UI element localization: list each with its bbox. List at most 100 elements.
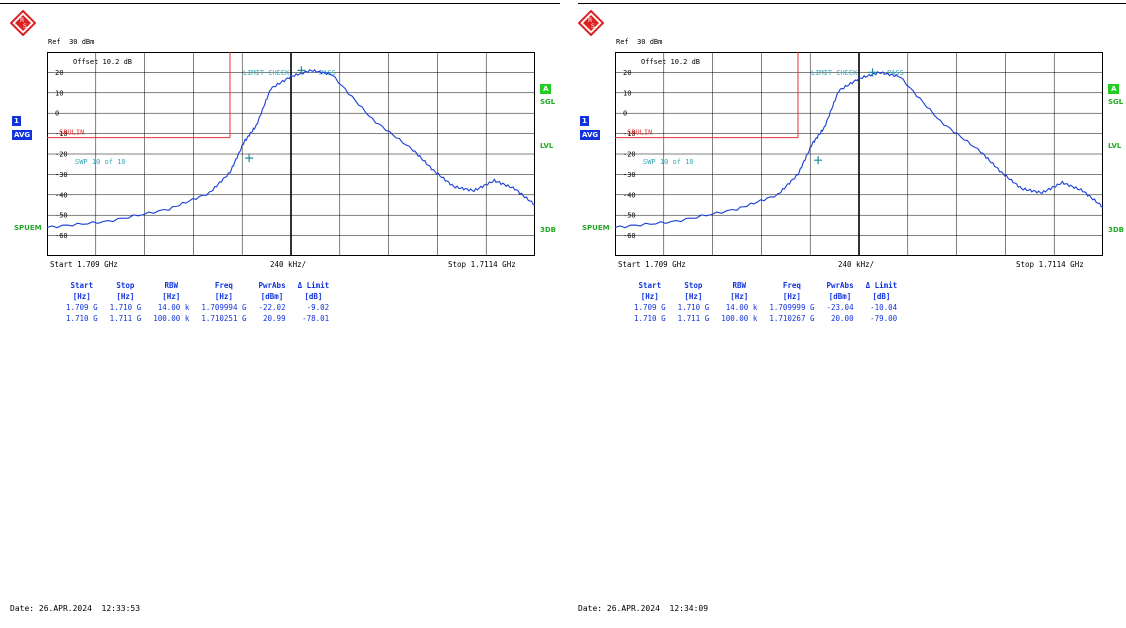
table-cell: 1.710 G [634,314,666,323]
table-cell: -79.00 [870,314,898,323]
y-tick-label: -60 [623,232,636,240]
y-tick-label: -40 [623,191,636,199]
y-tick-label: -50 [55,212,68,220]
trace-mode-badge: AVG [580,130,601,140]
spectrum-plot: 20 10 0 -10 -20 -30 -40 -50 -60 Offset 10.2 dB SPU… [615,52,1103,256]
table-row: 1.710 G 1.711 G 100.00 k 1.710251 G 20.99 -78… [60,313,335,324]
table-cell: 1.710251 G [201,314,247,323]
table-cell: 1.710 G [677,303,710,312]
table-header-unit: [Hz] [730,292,749,301]
table-cell: 1.709999 G [769,303,815,312]
sgl-label: SGL [540,98,556,106]
start-freq-label: Start 1.709 GHz [618,260,686,269]
table-header: Stop [116,281,135,290]
limit-check-label: LIMIT CHECK [811,69,858,77]
table-header-unit: [dB] [872,292,891,301]
table-cell: -78.01 [302,314,330,323]
y-tick-label: -10 [55,130,68,138]
table-cell: 14.00 k [157,303,190,312]
table-header-unit: [dB] [304,292,323,301]
mode-label: SPUEM [14,224,42,232]
date-stamp: Date: 26.APR.2024 12:34:09 [578,604,709,613]
trace-a-badge: A [1108,84,1120,94]
table-cell: -22.02 [258,303,286,312]
spectrum-svg: 20 10 0 -10 -20 -30 -40 -50 -60 Offset 10.2 dB SPU… [615,52,1103,256]
table-cell: 1.711 G [677,314,710,323]
svg-text:S: S [23,23,27,30]
y-tick-label: 10 [55,89,63,97]
table-cell: 1.709994 G [201,303,247,312]
stop-freq-label: Stop 1.7114 GHz [1016,260,1084,269]
table-header-unit: [dBm] [828,292,852,301]
y-tick-label: -50 [623,212,636,220]
span-label: 240 kHz/ [838,260,875,269]
trace-a-badge: A [540,84,552,94]
y-tick-label: -40 [55,191,68,199]
lvl-label: LVL [1108,142,1122,150]
table-cell: 1.711 G [109,314,142,323]
y-tick-label: -60 [55,232,68,240]
table-header: Start [70,281,94,290]
table-cell: 100.00 k [153,314,190,323]
spectrum-plot: 20 10 0 -10 -20 -30 -40 -50 -60 Offset 10.2 dB SPU… [47,52,535,256]
marker-2 [297,66,306,75]
table-cell: 1.709 G [634,303,666,312]
trace-mode-badge: AVG [12,130,33,140]
trace-number-badge: 1 [580,116,589,126]
table-cell: 20.99 [263,314,286,323]
3db-label: 3DB [1108,226,1125,234]
table-cell: 100.00 k [721,314,758,323]
limit-line-label: SPULIN [59,129,84,137]
table-header: Δ Limit [865,281,898,290]
table-header: PwrAbs [826,281,854,290]
spectrum-panel-left: R S Ref 30 dBm 20 10 0 -10 -20 -30 -40 -50 -60 Offse… [0,0,560,628]
table-header-unit: [dBm] [260,292,284,301]
mode-label: SPUEM [582,224,610,232]
marker-1 [814,156,823,165]
sgl-label: SGL [1108,98,1124,106]
marker-2 [868,68,877,77]
y-tick-label: 10 [623,89,631,97]
3db-label: 3DB [540,226,557,234]
y-tick-label: -20 [55,151,68,159]
trace-number-badge: 1 [12,116,21,126]
limit-check-result: PASS [887,69,904,77]
y-tick-label: -10 [623,130,636,138]
rs-logo-icon: RS [10,10,36,36]
svg-text:S: S [591,23,595,30]
table-header: Δ Limit [297,281,330,290]
table-header: Start [638,281,662,290]
spectrum-panel-right: R S Ref 30 dBm 20 10 0 -10 -20 -30 -40 -50 -60 Offse… [568,0,1126,628]
results-table: Start Stop RBW Freq PwrAbs Δ Limit [Hz] [Hz] [Hz… [60,280,335,324]
table-header: Freq [782,281,801,290]
start-freq-label: Start 1.709 GHz [50,260,118,269]
table-header: Freq [214,281,233,290]
table-cell: 20.00 [831,314,854,323]
table-cell: -10.04 [870,303,898,312]
y-tick-label: -30 [55,171,68,179]
stop-freq-label: Stop 1.7114 GHz [448,260,516,269]
offset-label: Offset 10.2 dB [641,58,700,66]
table-header-unit: [Hz] [162,292,181,301]
ref-level: Ref 30 dBm [616,38,663,46]
table-header: RBW [164,281,179,290]
table-header-unit: [Hz] [72,292,91,301]
table-row: 1.710 G 1.711 G 100.00 k 1.710267 G 20.00 -79… [628,313,903,324]
y-tick-label: 0 [623,110,627,118]
table-header-unit: [Hz] [684,292,703,301]
spectrum-trace [615,71,1103,229]
table-cell: 1.709 G [66,303,98,312]
rs-logo-icon: RS [578,10,604,36]
table-cell: 1.710 G [109,303,142,312]
spectrum-trace [47,68,535,229]
table-cell: -9.02 [306,303,330,312]
offset-label: Offset 10.2 dB [73,58,132,66]
svg-text:R: R [588,17,592,24]
top-rule [0,3,560,4]
limit-check-label: LIMIT CHECK [243,69,290,77]
table-cell: -23.04 [826,303,854,312]
results-table: Start Stop RBW Freq PwrAbs Δ Limit [Hz] [Hz] [Hz… [628,280,903,324]
table-header: RBW [732,281,747,290]
y-tick-label: 0 [55,110,59,118]
spectrum-svg: 20 10 0 -10 -20 -30 -40 -50 -60 Offset 10.2 dB SPU… [47,52,535,256]
